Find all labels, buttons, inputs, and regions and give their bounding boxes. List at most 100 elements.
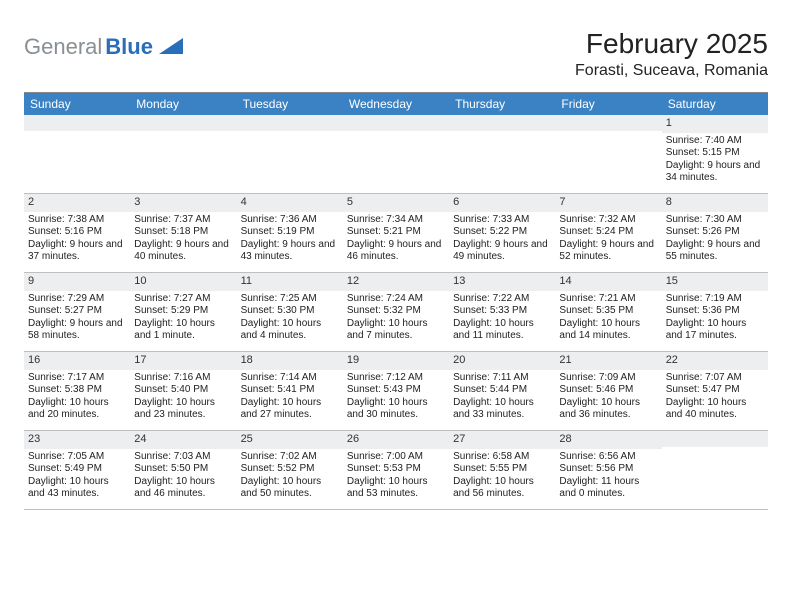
day-detail-line: Sunrise: 6:58 AM [453,451,551,464]
month-title: February 2025 [575,28,768,60]
day-body: Sunrise: 7:14 AMSunset: 5:41 PMDaylight:… [237,370,343,426]
day-detail-line: Sunrise: 7:38 AM [28,214,126,227]
day-number: 6 [449,194,555,212]
day-detail-line: Sunset: 5:40 PM [134,384,232,397]
day-number: 22 [662,352,768,370]
day-body [237,131,343,137]
day-detail-line: Sunrise: 7:17 AM [28,372,126,385]
day-detail-line: Sunrise: 7:27 AM [134,293,232,306]
day-detail-line: Daylight: 10 hours and 53 minutes. [347,476,445,501]
day-detail-line: Daylight: 9 hours and 58 minutes. [28,318,126,343]
day-detail-line: Sunset: 5:29 PM [134,305,232,318]
day-detail-line: Daylight: 9 hours and 34 minutes. [666,160,764,185]
day-cell: 12Sunrise: 7:24 AMSunset: 5:32 PMDayligh… [343,273,449,351]
week-row: 16Sunrise: 7:17 AMSunset: 5:38 PMDayligh… [24,352,768,431]
logo: GeneralBlue [24,28,183,60]
day-detail-line: Daylight: 10 hours and 36 minutes. [559,397,657,422]
day-detail-line: Sunset: 5:21 PM [347,226,445,239]
day-number: 21 [555,352,661,370]
logo-text-blue: Blue [105,34,153,60]
day-detail-line: Sunrise: 7:03 AM [134,451,232,464]
day-number: 15 [662,273,768,291]
day-detail-line: Daylight: 9 hours and 52 minutes. [559,239,657,264]
day-cell: 18Sunrise: 7:14 AMSunset: 5:41 PMDayligh… [237,352,343,430]
day-number: 8 [662,194,768,212]
day-cell: 7Sunrise: 7:32 AMSunset: 5:24 PMDaylight… [555,194,661,272]
day-body [343,131,449,137]
day-body: Sunrise: 7:22 AMSunset: 5:33 PMDaylight:… [449,291,555,347]
day-detail-line: Sunset: 5:52 PM [241,463,339,476]
day-detail-line: Daylight: 9 hours and 46 minutes. [347,239,445,264]
day-detail-line: Daylight: 9 hours and 43 minutes. [241,239,339,264]
weekday-sunday: Sunday [24,93,130,115]
day-body [130,131,236,137]
day-body: Sunrise: 7:07 AMSunset: 5:47 PMDaylight:… [662,370,768,426]
day-detail-line: Daylight: 10 hours and 46 minutes. [134,476,232,501]
day-body: Sunrise: 7:38 AMSunset: 5:16 PMDaylight:… [24,212,130,268]
day-detail-line: Sunset: 5:15 PM [666,147,764,160]
day-number: 7 [555,194,661,212]
day-number [662,431,768,447]
day-detail-line: Sunrise: 7:36 AM [241,214,339,227]
day-detail-line: Daylight: 10 hours and 30 minutes. [347,397,445,422]
day-detail-line: Sunset: 5:46 PM [559,384,657,397]
day-detail-line: Sunset: 5:43 PM [347,384,445,397]
day-cell: 1Sunrise: 7:40 AMSunset: 5:15 PMDaylight… [662,115,768,193]
day-detail-line: Sunset: 5:16 PM [28,226,126,239]
day-body: Sunrise: 7:17 AMSunset: 5:38 PMDaylight:… [24,370,130,426]
day-number: 18 [237,352,343,370]
day-cell: 16Sunrise: 7:17 AMSunset: 5:38 PMDayligh… [24,352,130,430]
day-detail-line: Sunrise: 7:30 AM [666,214,764,227]
day-cell [343,115,449,193]
day-detail-line: Sunrise: 7:12 AM [347,372,445,385]
day-body: Sunrise: 7:32 AMSunset: 5:24 PMDaylight:… [555,212,661,268]
day-number: 19 [343,352,449,370]
day-body: Sunrise: 7:24 AMSunset: 5:32 PMDaylight:… [343,291,449,347]
day-detail-line: Daylight: 9 hours and 40 minutes. [134,239,232,264]
day-body: Sunrise: 7:27 AMSunset: 5:29 PMDaylight:… [130,291,236,347]
day-cell: 3Sunrise: 7:37 AMSunset: 5:18 PMDaylight… [130,194,236,272]
day-body [24,131,130,137]
logo-text-general: General [24,34,102,60]
day-number: 25 [237,431,343,449]
day-body [449,131,555,137]
day-detail-line: Daylight: 9 hours and 49 minutes. [453,239,551,264]
calendar-grid: Sunday Monday Tuesday Wednesday Thursday… [24,92,768,510]
calendar-page: GeneralBlue February 2025 Forasti, Sucea… [0,0,792,510]
day-cell: 4Sunrise: 7:36 AMSunset: 5:19 PMDaylight… [237,194,343,272]
weekday-friday: Friday [555,93,661,115]
weekday-saturday: Saturday [662,93,768,115]
day-cell: 17Sunrise: 7:16 AMSunset: 5:40 PMDayligh… [130,352,236,430]
day-cell: 20Sunrise: 7:11 AMSunset: 5:44 PMDayligh… [449,352,555,430]
day-cell [449,115,555,193]
day-cell: 23Sunrise: 7:05 AMSunset: 5:49 PMDayligh… [24,431,130,509]
day-detail-line: Sunrise: 7:34 AM [347,214,445,227]
day-body: Sunrise: 6:56 AMSunset: 5:56 PMDaylight:… [555,449,661,505]
day-cell: 22Sunrise: 7:07 AMSunset: 5:47 PMDayligh… [662,352,768,430]
day-cell: 11Sunrise: 7:25 AMSunset: 5:30 PMDayligh… [237,273,343,351]
day-number [343,115,449,131]
day-cell [555,115,661,193]
day-number: 5 [343,194,449,212]
day-detail-line: Daylight: 9 hours and 37 minutes. [28,239,126,264]
day-body: Sunrise: 7:03 AMSunset: 5:50 PMDaylight:… [130,449,236,505]
day-body: Sunrise: 7:16 AMSunset: 5:40 PMDaylight:… [130,370,236,426]
day-cell: 2Sunrise: 7:38 AMSunset: 5:16 PMDaylight… [24,194,130,272]
day-cell [24,115,130,193]
day-detail-line: Sunset: 5:33 PM [453,305,551,318]
day-body: Sunrise: 7:09 AMSunset: 5:46 PMDaylight:… [555,370,661,426]
day-cell: 19 Sunrise: 7:12 AMSunset: 5:43 PMDayligh… [343,352,449,430]
day-body: Sunrise: 7:11 AMSunset: 5:44 PMDaylight:… [449,370,555,426]
day-cell: 15Sunrise: 7:19 AMSunset: 5:36 PMDayligh… [662,273,768,351]
day-detail-line: Daylight: 10 hours and 43 minutes. [28,476,126,501]
day-detail-line: Sunset: 5:22 PM [453,226,551,239]
day-number: 13 [449,273,555,291]
day-detail-line: Sunrise: 7:05 AM [28,451,126,464]
day-body: Sunrise: 7:21 AMSunset: 5:35 PMDaylight:… [555,291,661,347]
day-detail-line: Sunrise: 7:37 AM [134,214,232,227]
day-detail-line: Sunrise: 7:07 AM [666,372,764,385]
day-body: Sunrise: 7:30 AMSunset: 5:26 PMDaylight:… [662,212,768,268]
day-body: Sunrise: 7:05 AMSunset: 5:49 PMDaylight:… [24,449,130,505]
day-number: 28 [555,431,661,449]
day-detail-line: Sunset: 5:38 PM [28,384,126,397]
